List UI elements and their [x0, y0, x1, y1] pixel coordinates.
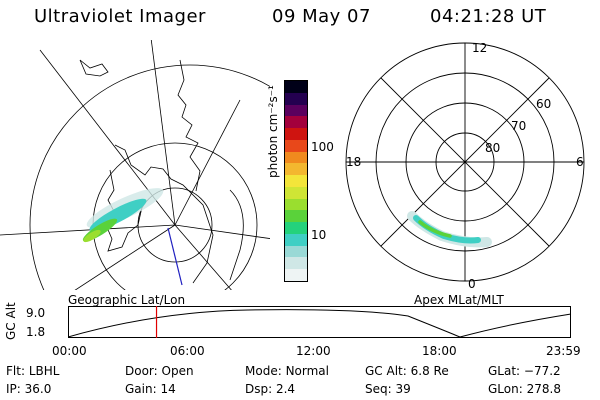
status-ip: IP: 36.0: [6, 382, 52, 396]
mlat-label-60: 60: [536, 97, 551, 111]
coastline: [229, 189, 244, 281]
mlat-label-80: 80: [485, 141, 500, 155]
status-glat: GLat: −77.2: [488, 364, 561, 378]
mlt-label-18: 18: [346, 155, 361, 169]
coastline: [105, 169, 143, 252]
colorbar-segment: [285, 92, 307, 105]
colorbar-segment: [285, 257, 307, 270]
mlt-label-6: 6: [576, 155, 584, 169]
satellite-ground-track: [167, 227, 183, 286]
status-mode: Mode: Normal: [245, 364, 329, 378]
geographic-map: [0, 40, 270, 290]
altitude-tick-max: 9.0: [26, 306, 46, 320]
altitude-curve: [68, 309, 572, 338]
polar-map-label: Apex MLat/MLT: [414, 293, 504, 307]
coastline: [79, 59, 109, 77]
mlat-label-70: 70: [511, 119, 526, 133]
time-tick-1: 06:00: [170, 344, 205, 358]
status-door: Door: Open: [125, 364, 194, 378]
status-glon: GLon: 278.8: [488, 382, 561, 396]
polar-map: 12 18 6 0 60 70 80: [345, 41, 585, 290]
time-tick-2: 12:00: [296, 344, 331, 358]
colorbar-segment: [285, 80, 307, 93]
time-tick-0: 00:00: [52, 344, 87, 358]
colorbar-segment: [285, 245, 307, 258]
colorbar-segment: [285, 186, 307, 199]
altitude-axis-label: GC Alt: [4, 302, 18, 340]
colorbar-segment: [285, 175, 307, 187]
status-dsp: Dsp: 2.4: [245, 382, 296, 396]
colorbar-segment: [285, 163, 307, 176]
colorbar-segment: [285, 210, 307, 223]
altitude-plot: [68, 306, 572, 338]
coastline: [114, 144, 214, 284]
colorbar-segment: [285, 233, 307, 246]
colorbar-segment: [285, 151, 307, 164]
colorbar-tick-10: 10: [311, 228, 327, 242]
colorbar-segment: [285, 222, 307, 234]
mlt-label-12: 12: [472, 41, 487, 55]
geographic-map-label: Geographic Lat/Lon: [68, 293, 186, 307]
polar-aurora-emission: [407, 211, 492, 248]
colorbar-tick-100: 100: [311, 140, 334, 154]
coastline: [177, 59, 201, 192]
time-tick-3: 18:00: [422, 344, 457, 358]
status-gain: Gain: 14: [125, 382, 176, 396]
date-label: 09 May 07: [272, 6, 371, 27]
colorbar-segment: [285, 104, 307, 117]
colorbar-segment: [285, 198, 307, 211]
colorbar-segment: [285, 269, 307, 281]
time-tick-4: 23:59: [546, 344, 581, 358]
colorbar-segment: [285, 116, 307, 129]
lat-circle: [29, 64, 270, 290]
status-seq: Seq: 39: [365, 382, 411, 396]
aurora-emission: [82, 188, 164, 243]
status-flt: Flt: LBHL: [6, 364, 60, 378]
mlt-label-0: 0: [468, 277, 476, 290]
colorbar-segment: [285, 128, 307, 140]
instrument-title: Ultraviolet Imager: [34, 6, 206, 27]
colorbar-segment: [285, 139, 307, 152]
time-label: 04:21:28 UT: [430, 6, 547, 27]
colorbar: [284, 80, 308, 282]
status-gc-alt: GC Alt: 6.8 Re: [365, 364, 449, 378]
colorbar-unit-label: photon cm⁻²s⁻¹: [266, 85, 280, 178]
altitude-tick-min: 1.8: [26, 325, 46, 339]
